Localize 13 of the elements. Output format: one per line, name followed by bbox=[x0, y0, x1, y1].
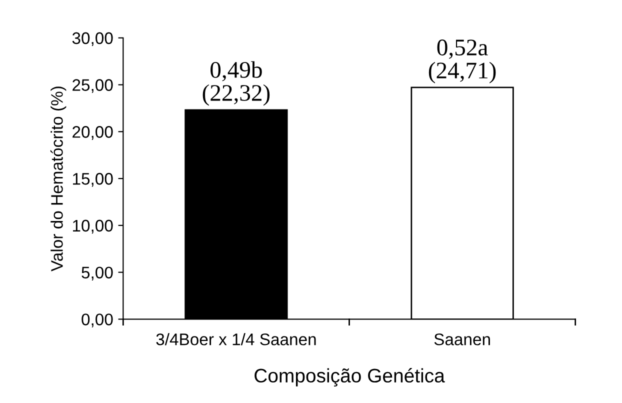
data-label: 0,52a (24,71) bbox=[428, 40, 496, 84]
x-axis-title: Composição Genética bbox=[254, 368, 445, 386]
y-tick-label: 10,00 bbox=[73, 220, 113, 234]
y-tick-label: 15,00 bbox=[73, 172, 113, 187]
y-axis-title: Valor do Hematócrito (%) bbox=[50, 86, 66, 272]
x-tick-label: 3/4Boer x 1/4 Saanen bbox=[156, 333, 316, 346]
data-label: 0,49b (22,32) bbox=[202, 61, 270, 106]
y-tick-label: 30,00 bbox=[72, 32, 113, 46]
y-tick-label: 25,00 bbox=[72, 79, 113, 93]
x-tick-label: Saanen bbox=[434, 334, 490, 346]
y-tick-label: 20,00 bbox=[72, 126, 113, 140]
y-tick-label: 5,00 bbox=[82, 266, 113, 280]
y-tick-label: 0,00 bbox=[82, 314, 113, 328]
